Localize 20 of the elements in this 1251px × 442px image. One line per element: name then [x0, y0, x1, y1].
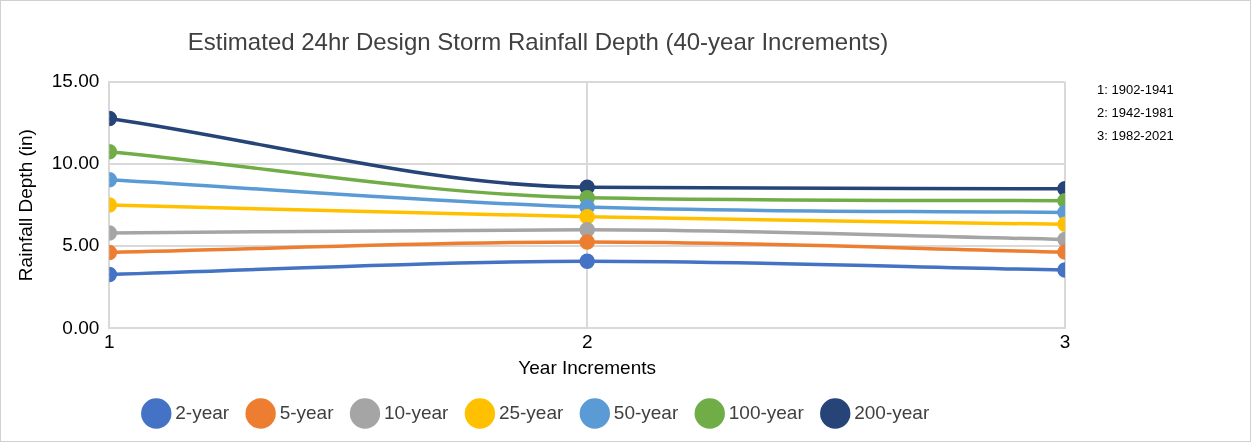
x-tick-label: 2 [581, 331, 593, 353]
legend-label: 50-year [613, 401, 679, 423]
legend-label: 2-year [175, 401, 230, 423]
y-tick-label: 15.00 [51, 70, 100, 92]
y-tick-label: 0.00 [62, 316, 100, 338]
x-axis-title: Year Increments [518, 356, 656, 378]
legend-label: 25-year [498, 401, 564, 423]
x-tick-label: 1 [104, 331, 115, 353]
text: 3: 1982-2021 [1097, 127, 1174, 143]
legend-label: 200-year [854, 401, 930, 423]
legend-label: 5-year [279, 401, 335, 423]
y-axis-title: Rainfall Depth (in) [14, 129, 36, 282]
chart-title: Estimated 24hr Design Storm Rainfall Depth (40-year Increments) [187, 28, 889, 56]
y-tick-label: 5.00 [62, 234, 100, 256]
text: 2: 1942-1981 [1097, 104, 1174, 120]
x-tick-label: 3 [1059, 331, 1071, 353]
y-tick-label: 10.00 [51, 152, 100, 174]
text: 1: 1902-1941 [1097, 81, 1174, 97]
legend-label: 10-year [383, 401, 450, 423]
legend-label: 100-year [728, 401, 805, 423]
